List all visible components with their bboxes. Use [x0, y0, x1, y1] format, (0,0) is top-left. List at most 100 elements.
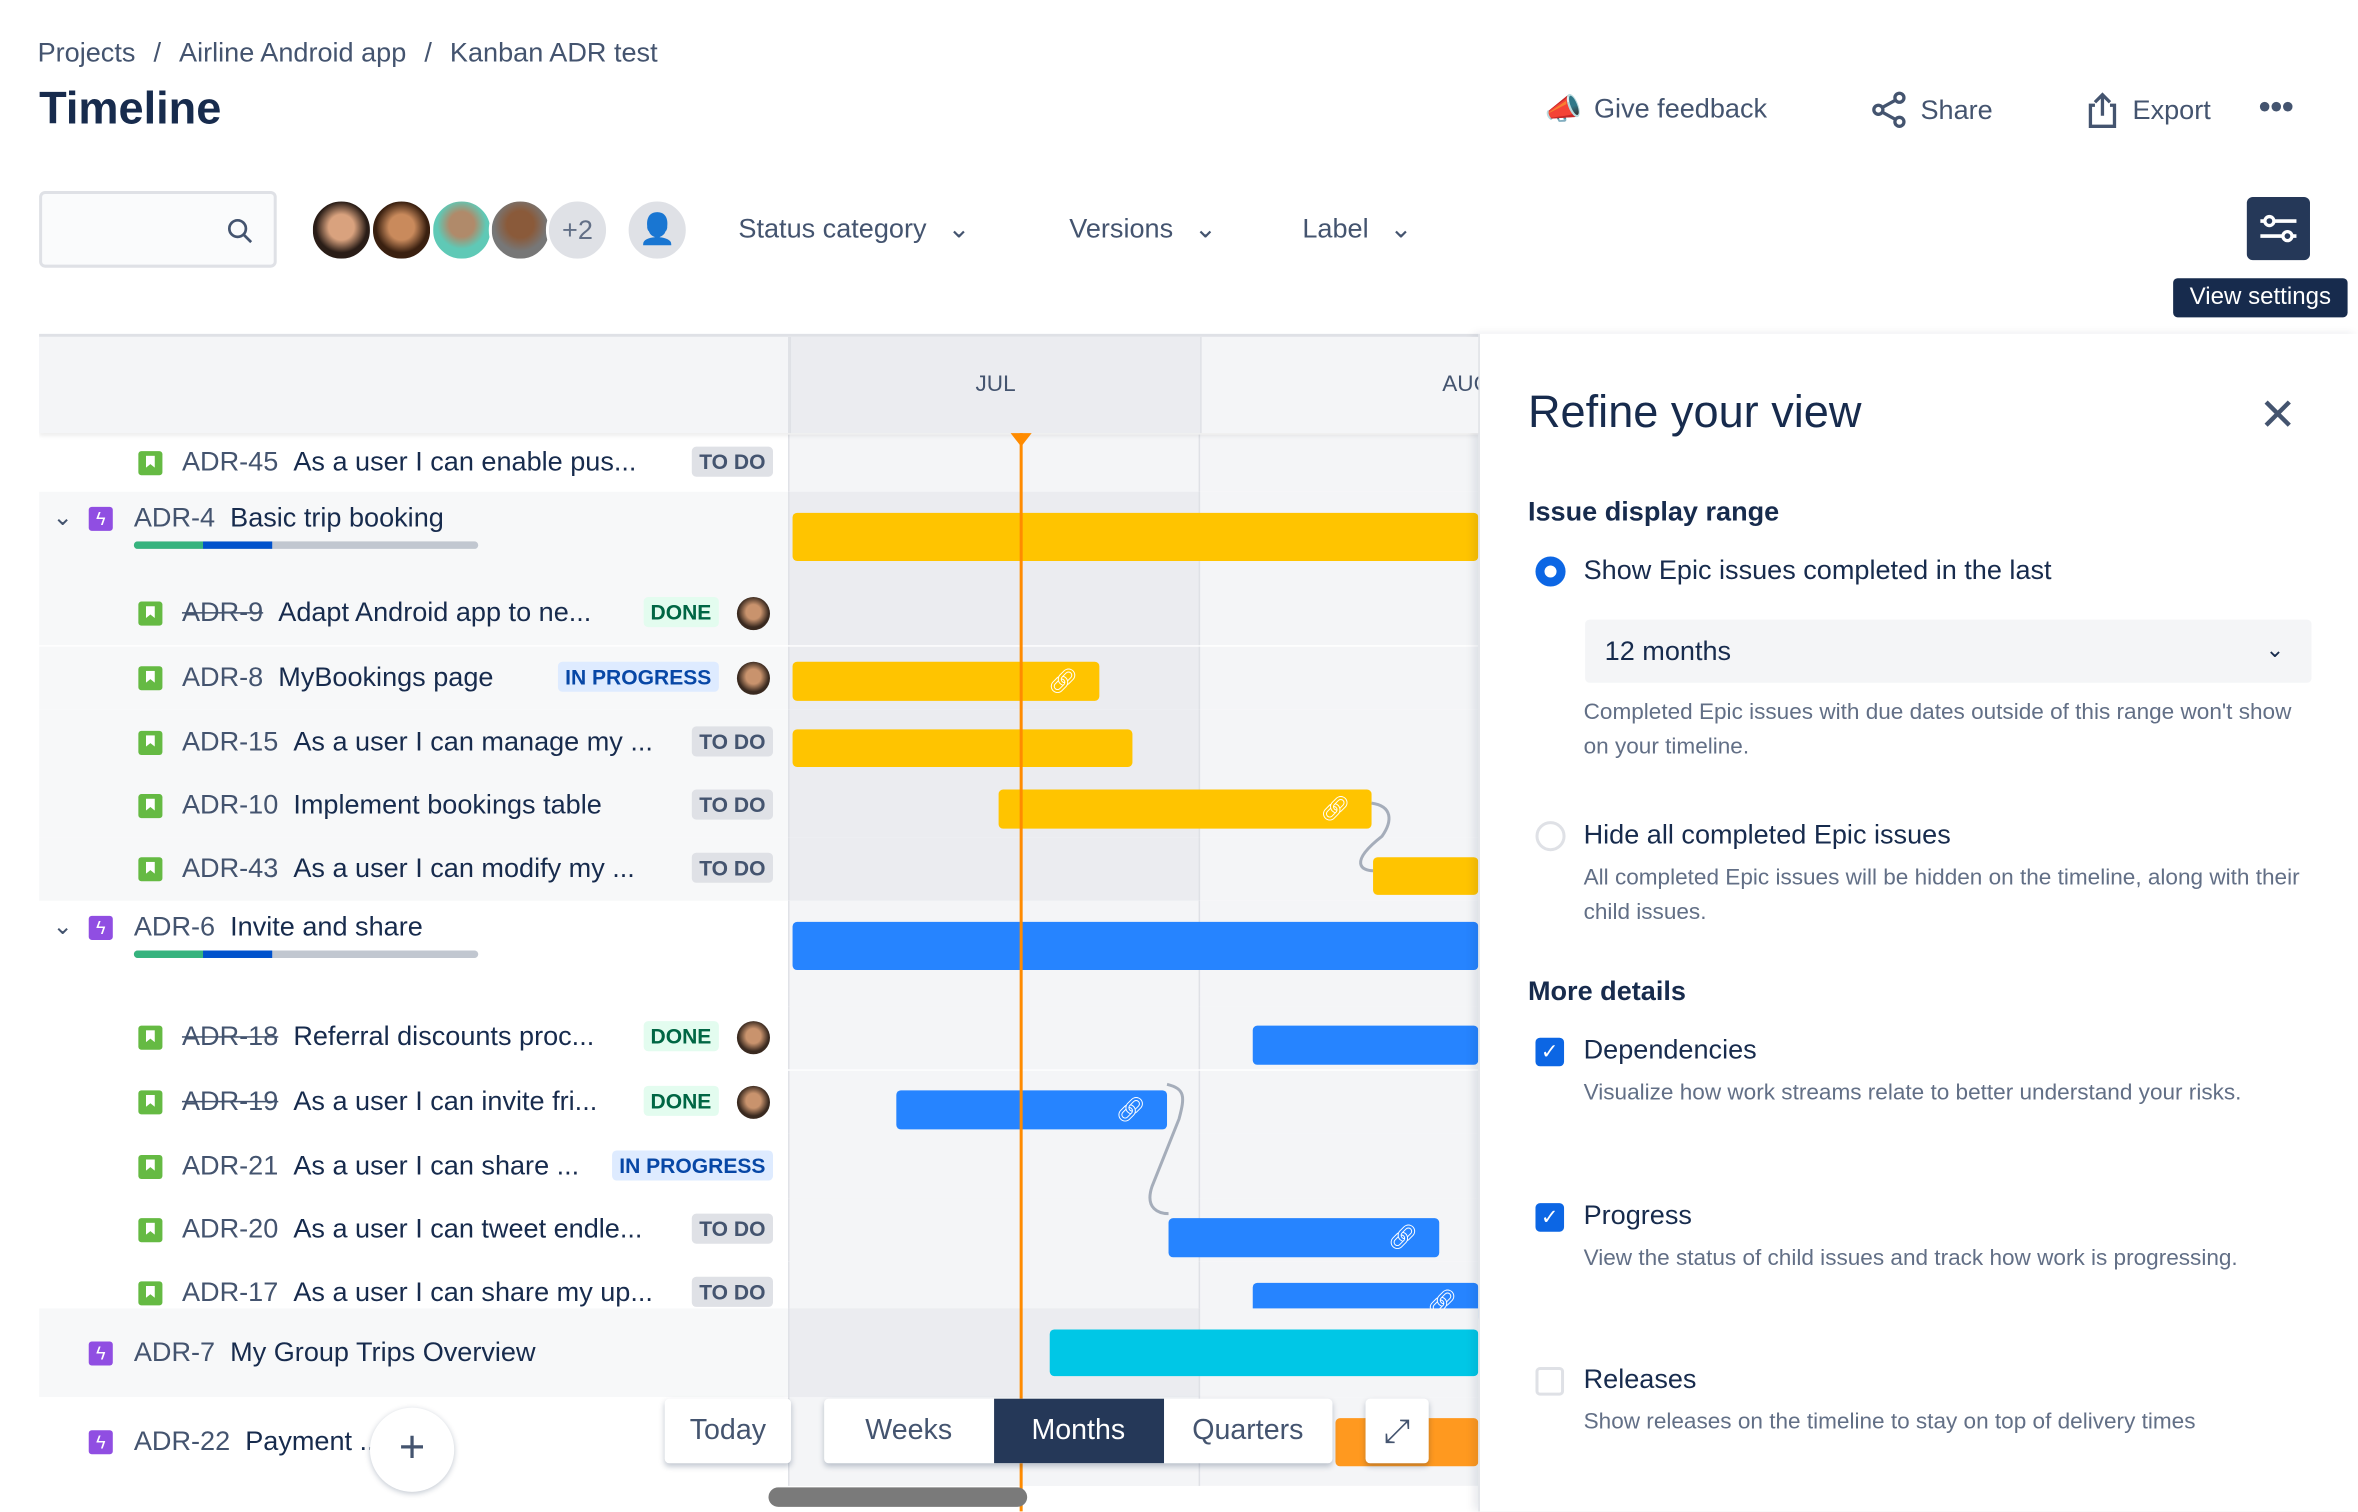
- issue-key[interactable]: ADR-4: [133, 502, 216, 533]
- issue-summary[interactable]: Referral discounts proc...: [293, 1021, 595, 1052]
- close-icon[interactable]: ✕: [2258, 391, 2297, 441]
- avatar[interactable]: [369, 198, 434, 262]
- issue-summary[interactable]: Invite and share: [230, 911, 423, 942]
- status-category-filter[interactable]: Status category ⌄: [738, 214, 970, 246]
- fullscreen-icon[interactable]: ⤢: [1365, 1398, 1429, 1464]
- issue-summary[interactable]: As a user I can tweet endle...: [293, 1213, 643, 1244]
- share-button[interactable]: Share: [1869, 90, 1993, 129]
- issue-key[interactable]: ADR-19: [181, 1085, 279, 1116]
- dependencies-checkbox[interactable]: ✓: [1535, 1037, 1565, 1067]
- issue-row[interactable]: ADR-21 As a user I can share ... IN PROGR…: [39, 1133, 1479, 1199]
- releases-checkbox[interactable]: [1535, 1367, 1565, 1396]
- status-badge[interactable]: IN PROGRESS: [611, 1149, 774, 1180]
- collapse-chevron-icon[interactable]: ⌄: [52, 505, 73, 531]
- issue-summary[interactable]: As a user I can share my up...: [293, 1276, 653, 1307]
- status-badge[interactable]: TO DO: [691, 852, 774, 883]
- issue-summary[interactable]: As a user I can enable pus...: [293, 446, 637, 477]
- issue-bar[interactable]: 🔗︎: [1168, 1218, 1440, 1258]
- issue-key[interactable]: ADR-20: [181, 1213, 279, 1244]
- quarters-button[interactable]: Quarters: [1192, 1414, 1304, 1446]
- status-badge[interactable]: DONE: [642, 597, 719, 628]
- link-icon[interactable]: 🔗︎: [1047, 669, 1079, 695]
- issue-key[interactable]: ADR-9: [181, 597, 264, 628]
- issue-bar[interactable]: 🔗︎: [792, 661, 1100, 701]
- issue-row[interactable]: ADR-10 Implement bookings table TO DO 🔗︎: [39, 774, 1479, 838]
- status-badge[interactable]: TO DO: [691, 1213, 774, 1244]
- issue-summary[interactable]: Adapt Android app to ne...: [278, 597, 592, 628]
- more-actions-icon[interactable]: •••: [2258, 87, 2294, 125]
- issue-key[interactable]: ADR-18: [181, 1021, 279, 1052]
- view-settings-button[interactable]: [2246, 197, 2310, 261]
- hide-completed-radio[interactable]: [1535, 821, 1566, 852]
- issue-key[interactable]: ADR-15: [181, 725, 279, 756]
- issue-key[interactable]: ADR-43: [181, 852, 279, 883]
- issue-row[interactable]: ADR-19 As a user I can invite fri... DONE…: [39, 1070, 1479, 1134]
- issue-bar[interactable]: 🔗︎: [896, 1090, 1168, 1130]
- issue-key[interactable]: ADR-6: [133, 911, 216, 942]
- progress-checkbox[interactable]: ✓: [1535, 1203, 1565, 1232]
- issue-row[interactable]: ADR-43 As a user I can modify my ... TO D…: [39, 837, 1479, 901]
- issue-row[interactable]: ADR-9 Adapt Android app to ne... DONE: [39, 582, 1479, 646]
- export-button[interactable]: Export: [2084, 90, 2211, 129]
- issue-summary[interactable]: As a user I can invite fri...: [293, 1085, 598, 1116]
- link-icon[interactable]: 🔗︎: [1115, 1097, 1146, 1124]
- avatar[interactable]: [309, 198, 373, 262]
- issue-summary[interactable]: Implement bookings table: [293, 789, 602, 820]
- link-icon[interactable]: 🔗︎: [1319, 797, 1351, 823]
- issue-bar[interactable]: [792, 729, 1133, 767]
- issue-summary[interactable]: As a user I can modify my ...: [293, 852, 635, 883]
- issue-summary[interactable]: As a user I can manage my ...: [293, 725, 653, 756]
- status-badge[interactable]: DONE: [642, 1085, 719, 1116]
- status-badge[interactable]: DONE: [642, 1021, 719, 1052]
- link-icon[interactable]: 🔗︎: [1387, 1225, 1419, 1252]
- add-user-icon[interactable]: 👤: [625, 198, 689, 262]
- issue-key[interactable]: ADR-21: [181, 1149, 279, 1180]
- weeks-button[interactable]: Weeks: [865, 1414, 953, 1446]
- avatar[interactable]: [488, 198, 552, 262]
- issue-key[interactable]: ADR-8: [181, 661, 264, 692]
- create-issue-button[interactable]: +: [369, 1407, 455, 1492]
- epic-row[interactable]: ϟ ADR-7 My Group Trips Overview: [39, 1308, 1479, 1398]
- search-input[interactable]: [39, 190, 277, 268]
- issue-key[interactable]: ADR-22: [133, 1424, 231, 1456]
- today-button[interactable]: Today: [664, 1398, 792, 1464]
- issue-bar[interactable]: 🔗︎: [998, 789, 1372, 829]
- avatar[interactable]: [430, 198, 494, 262]
- issue-key[interactable]: ADR-10: [181, 789, 279, 820]
- epic-row[interactable]: ⌄ ϟ ADR-4 Basic trip booking: [39, 491, 1479, 583]
- breadcrumb-board[interactable]: Kanban ADR test: [449, 37, 658, 68]
- issue-summary[interactable]: Basic trip booking: [230, 502, 444, 533]
- epic-bar[interactable]: [792, 921, 1479, 971]
- epic-bar[interactable]: [792, 512, 1479, 561]
- breadcrumb-projects[interactable]: Projects: [37, 37, 136, 68]
- status-badge[interactable]: TO DO: [691, 725, 774, 756]
- label-filter[interactable]: Label ⌄: [1302, 214, 1412, 246]
- show-completed-radio[interactable]: [1535, 556, 1566, 587]
- issue-key[interactable]: ADR-45: [181, 446, 279, 477]
- breadcrumb-project[interactable]: Airline Android app: [179, 37, 407, 68]
- months-button[interactable]: Months: [993, 1398, 1164, 1464]
- status-badge[interactable]: TO DO: [691, 789, 774, 820]
- range-select[interactable]: 12 months ⌄: [1585, 619, 2312, 683]
- more-avatars-button[interactable]: +2: [545, 198, 610, 262]
- give-feedback-button[interactable]: 📣 Give feedback: [1545, 90, 1768, 128]
- issue-summary[interactable]: My Group Trips Overview: [230, 1336, 536, 1367]
- epic-bar[interactable]: [1049, 1329, 1479, 1377]
- issue-summary[interactable]: MyBookings page: [278, 661, 494, 692]
- issue-bar[interactable]: [1252, 1025, 1479, 1065]
- status-badge[interactable]: IN PROGRESS: [557, 661, 719, 692]
- issue-row[interactable]: ADR-20 As a user I can tweet endle... TO …: [39, 1198, 1479, 1262]
- status-badge[interactable]: TO DO: [691, 1276, 774, 1307]
- issue-row[interactable]: ADR-8 MyBookings page IN PROGRESS 🔗︎: [39, 646, 1479, 710]
- collapse-chevron-icon[interactable]: ⌄: [52, 914, 73, 940]
- epic-row[interactable]: ⌄ ϟ ADR-6 Invite and share: [39, 900, 1479, 1007]
- issue-bar[interactable]: [1373, 857, 1479, 895]
- status-badge[interactable]: TO DO: [691, 446, 774, 477]
- issue-row[interactable]: ADR-15 As a user I can manage my ... TO D…: [39, 709, 1479, 775]
- issue-row[interactable]: ADR-18 Referral discounts proc... DONE: [39, 1006, 1479, 1070]
- issue-key[interactable]: ADR-7: [133, 1336, 216, 1367]
- horizontal-scrollbar[interactable]: [768, 1487, 1028, 1507]
- issue-row[interactable]: ADR-45 As a user I can enable pus... TO D…: [39, 434, 1479, 492]
- issue-key[interactable]: ADR-17: [181, 1276, 279, 1307]
- search-field[interactable]: [54, 194, 220, 262]
